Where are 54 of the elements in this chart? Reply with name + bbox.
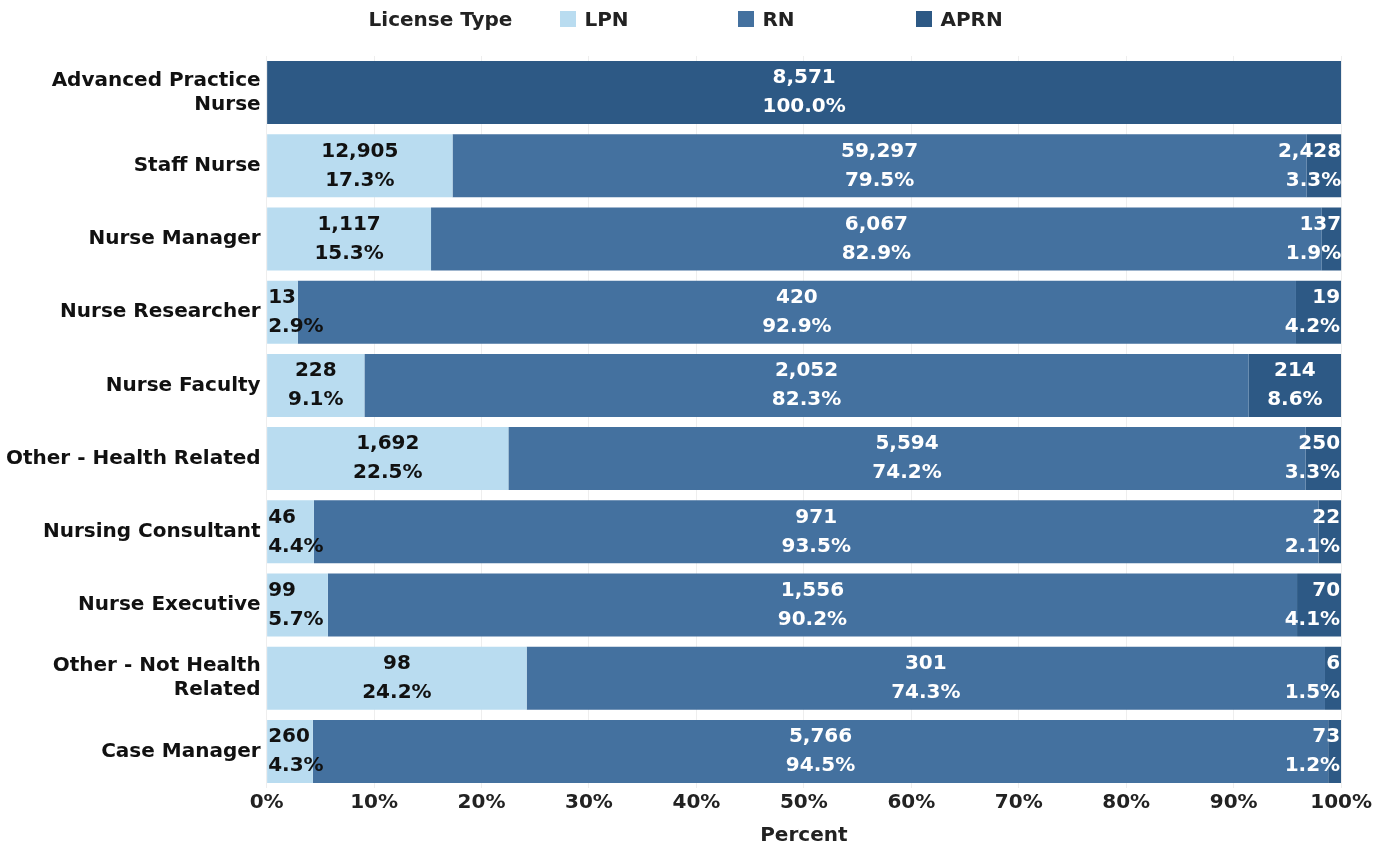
x-tick-label: 40% (672, 789, 721, 814)
data-label: 22 2.1% (1284, 503, 1341, 557)
y-tick-label: Case Manager (101, 737, 261, 762)
data-label: 59,297 79.5% (841, 137, 919, 191)
x-tick-label: 80% (1102, 789, 1151, 814)
data-label: 971 93.5% (781, 503, 851, 557)
y-tick-label: Other - Not Health Related (52, 652, 261, 701)
data-label: 99 5.7% (268, 576, 324, 630)
data-label: 13 2.9% (268, 283, 324, 337)
y-tick-label: Nurse Manager (88, 225, 261, 250)
data-label: 5,594 74.2% (872, 430, 942, 484)
y-tick-label: Nursing Consultant (42, 518, 262, 542)
x-tick-label: 50% (779, 789, 828, 814)
legend-label: APRN (940, 7, 1003, 31)
x-axis-title: Percent (760, 822, 848, 847)
data-label: 73 1.2% (1284, 723, 1341, 777)
y-tick-label: Nurse Executive (78, 591, 261, 616)
x-tick-label: 30% (565, 789, 613, 814)
data-label: 12,905 17.3% (321, 137, 399, 191)
data-label: 137 1.9% (1285, 210, 1342, 264)
y-tick-label: Other - Health Related (5, 444, 261, 469)
y-tick-label: Staff Nurse (133, 152, 261, 176)
data-label: 214 8.6% (1267, 357, 1323, 411)
data-label: 19 4.2% (1284, 283, 1341, 337)
legend-title: License Type (368, 7, 513, 31)
legend-label: RN (762, 7, 795, 31)
data-label: 2,428 3.3% (1277, 137, 1342, 191)
x-tick-label: 70% (994, 789, 1043, 814)
data-label: 6,067 82.9% (841, 210, 912, 264)
data-label: 1,556 90.2% (777, 576, 848, 630)
data-label: 301 74.3% (891, 649, 961, 703)
data-label: 70 4.1% (1284, 576, 1341, 630)
y-tick-label: Nurse Faculty (105, 371, 261, 396)
y-tick-label: Nurse Researcher (60, 298, 261, 323)
x-tick-label: 60% (887, 789, 936, 814)
data-label: 250 3.3% (1284, 430, 1341, 484)
data-label: 260 4.3% (268, 723, 324, 777)
data-label: 2,052 82.3% (771, 357, 842, 411)
x-tick-label: 90% (1209, 789, 1258, 814)
data-label: 8,571 100.0% (762, 64, 846, 118)
data-label: 98 24.2% (362, 649, 432, 703)
data-label: 46 4.4% (268, 503, 324, 557)
x-tick-label: 0% (249, 789, 284, 814)
y-tick-label: Advanced Practice Nurse (51, 66, 261, 115)
data-label: 228 9.1% (288, 357, 344, 411)
data-label: 420 92.9% (762, 283, 832, 337)
x-tick-label: 100% (1310, 789, 1372, 814)
data-label: 6 1.5% (1284, 649, 1341, 703)
data-label: 1,117 15.3% (314, 210, 384, 264)
x-tick-label: 10% (350, 789, 399, 814)
x-tick-label: 20% (457, 789, 506, 814)
data-label: 1,692 22.5% (353, 430, 423, 484)
data-label: 5,766 94.5% (785, 723, 856, 777)
legend-label: LPN (584, 7, 629, 31)
